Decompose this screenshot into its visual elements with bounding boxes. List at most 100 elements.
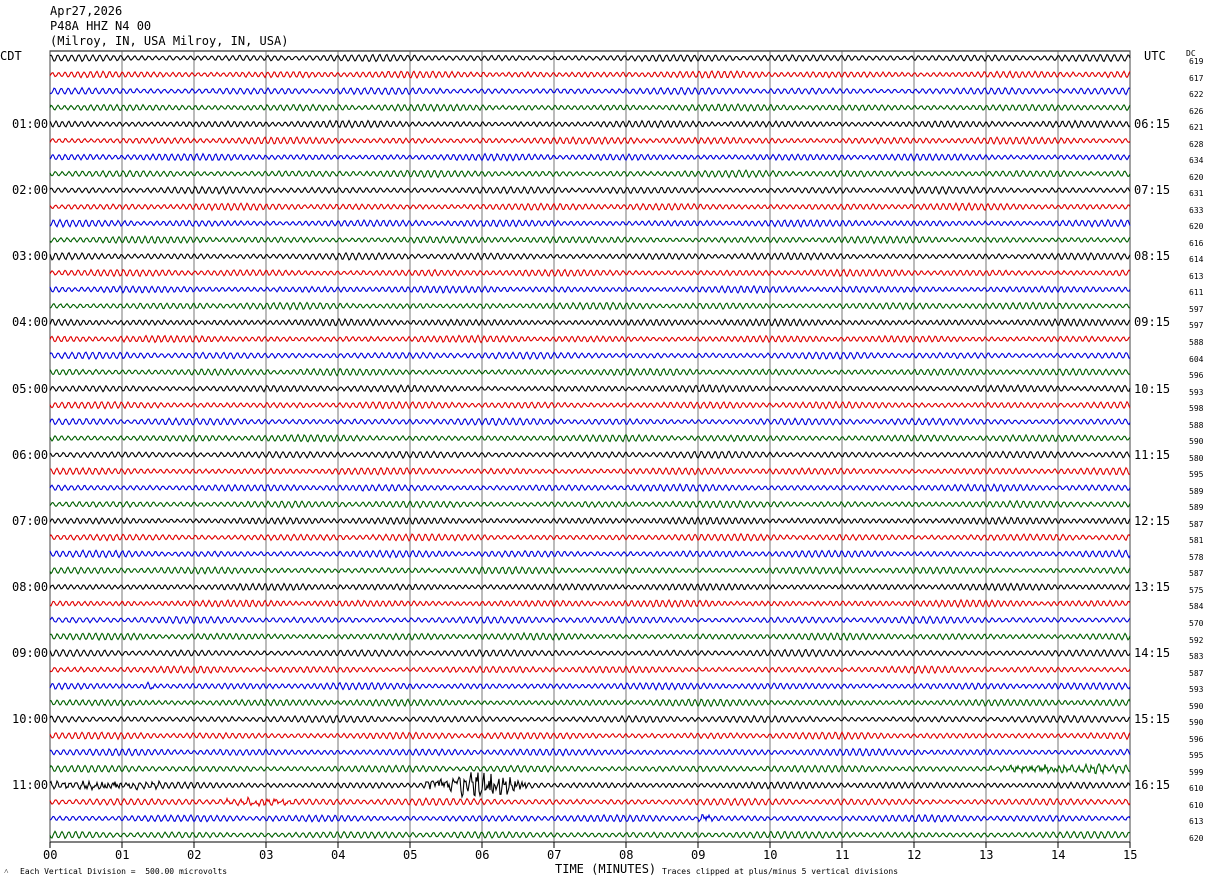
trace-row	[49, 284, 1131, 295]
dc-offset-value: 581	[1189, 536, 1204, 546]
utc-hour-label: 09:15	[1134, 315, 1171, 330]
dc-offset-value: 620	[1189, 833, 1204, 843]
trace-row	[49, 334, 1131, 344]
trace-row	[49, 714, 1131, 724]
dc-offset-value: 590	[1189, 437, 1204, 447]
scale-mark-icon: ˄	[4, 867, 9, 876]
x-tick-label: 03	[259, 848, 274, 862]
dc-offset-value: 570	[1189, 619, 1204, 629]
trace-row	[49, 317, 1131, 328]
cdt-hour-label: 11:00	[12, 778, 49, 793]
cdt-hour-label: 08:00	[12, 579, 49, 594]
cdt-hour-label: 02:00	[12, 183, 49, 198]
trace-row	[49, 483, 1131, 493]
cdt-hour-label: 03:00	[12, 249, 49, 264]
trace-row	[49, 185, 1131, 195]
utc-hour-label: 12:15	[1134, 513, 1171, 528]
utc-hour-label: 10:15	[1134, 381, 1171, 396]
trace-row	[49, 169, 1131, 179]
trace-row	[49, 86, 1131, 96]
x-tick-label: 12	[907, 848, 922, 862]
trace-row	[49, 301, 1131, 311]
x-tick-label: 05	[403, 848, 418, 862]
dc-offset-value: 610	[1189, 784, 1204, 794]
cdt-hour-label: 07:00	[12, 513, 49, 528]
x-tick-label: 09	[691, 848, 706, 862]
x-tick-label: 14	[1051, 848, 1066, 862]
trace-row	[49, 731, 1131, 741]
dc-offset-value: 597	[1189, 304, 1204, 314]
trace-row	[49, 516, 1131, 526]
utc-hour-label: 08:15	[1134, 249, 1171, 264]
trace-row	[49, 795, 1131, 808]
trace-row	[49, 136, 1131, 146]
dc-offset-value: 610	[1189, 800, 1204, 810]
plot-date: Apr27,2026	[50, 4, 123, 18]
dc-offset-value: 626	[1189, 106, 1204, 116]
dc-offset-value: 631	[1189, 189, 1204, 199]
dc-offset-value: 614	[1189, 255, 1204, 265]
cdt-hour-label: 01:00	[12, 117, 49, 132]
dc-offset-value: 575	[1189, 585, 1204, 595]
x-tick-label: 01	[115, 848, 130, 862]
dc-offset-value: 597	[1189, 321, 1204, 331]
dc-offset-value: 587	[1189, 668, 1204, 678]
trace-row	[49, 631, 1131, 642]
x-tick-label: 13	[979, 848, 994, 862]
station-location: (Milroy, IN, USA Milroy, IN, USA)	[50, 34, 289, 48]
time-grid	[49, 50, 1131, 848]
cdt-hour-label: 06:00	[12, 447, 49, 462]
timezone-right-label: UTC	[1144, 49, 1166, 63]
cdt-hour-label: 10:00	[12, 712, 49, 727]
dc-offset-value: 604	[1189, 354, 1204, 364]
dc-offset-value: 595	[1189, 470, 1204, 480]
dc-offset-value: 617	[1189, 73, 1204, 83]
trace-row	[49, 450, 1131, 459]
dc-offset-value: 598	[1189, 404, 1204, 414]
utc-hour-label: 11:15	[1134, 447, 1171, 462]
trace-row	[49, 772, 1131, 799]
utc-hour-label: 07:15	[1134, 183, 1171, 198]
dc-offset-value: 593	[1189, 387, 1204, 397]
utc-hour-label: 15:15	[1134, 712, 1171, 727]
dc-offset-value: 634	[1189, 156, 1204, 166]
trace-row	[49, 119, 1131, 129]
dc-offset-value: 613	[1189, 271, 1204, 281]
dc-offset-value: 592	[1189, 635, 1204, 645]
cdt-hour-label: 04:00	[12, 315, 49, 330]
trace-row	[49, 698, 1131, 708]
trace-row	[49, 747, 1131, 757]
trace-row	[49, 830, 1131, 840]
dc-offset-value: 619	[1189, 57, 1204, 66]
clip-note: Traces clipped at plus/minus 5 vertical …	[662, 867, 899, 876]
dc-offset-value: 596	[1189, 734, 1204, 744]
trace-row	[49, 268, 1131, 278]
x-tick-label: 06	[475, 848, 490, 862]
dc-offset-value: 622	[1189, 90, 1204, 100]
dc-offset-value: 633	[1189, 205, 1204, 215]
dc-offset-value: 590	[1189, 701, 1204, 711]
x-tick-label: 00	[43, 848, 58, 862]
trace-row	[49, 433, 1131, 443]
x-tick-label: 15	[1123, 848, 1138, 862]
vertical-division-note: Each Vertical Division = 500.00 microvol…	[20, 867, 228, 876]
dc-offset-value: 589	[1189, 486, 1204, 496]
trace-row	[49, 499, 1131, 509]
dc-offset-value: 593	[1189, 685, 1204, 695]
dc-offset-value: 588	[1189, 420, 1204, 430]
x-axis-label: TIME (MINUTES)	[555, 862, 657, 876]
trace-row	[49, 615, 1131, 625]
dc-offset-value: 620	[1189, 172, 1204, 182]
trace-row	[50, 466, 1131, 476]
utc-hour-label: 14:15	[1134, 646, 1171, 661]
x-tick-label: 02	[187, 848, 202, 862]
dc-offset-value: 578	[1189, 552, 1204, 562]
x-tick-label: 07	[547, 848, 562, 862]
dc-offset-value: 611	[1189, 288, 1204, 298]
trace-row	[49, 102, 1131, 113]
utc-hour-label: 13:15	[1134, 579, 1171, 594]
trace-row	[49, 201, 1131, 212]
trace-row	[49, 251, 1131, 261]
dc-offset-value: 580	[1189, 453, 1204, 463]
